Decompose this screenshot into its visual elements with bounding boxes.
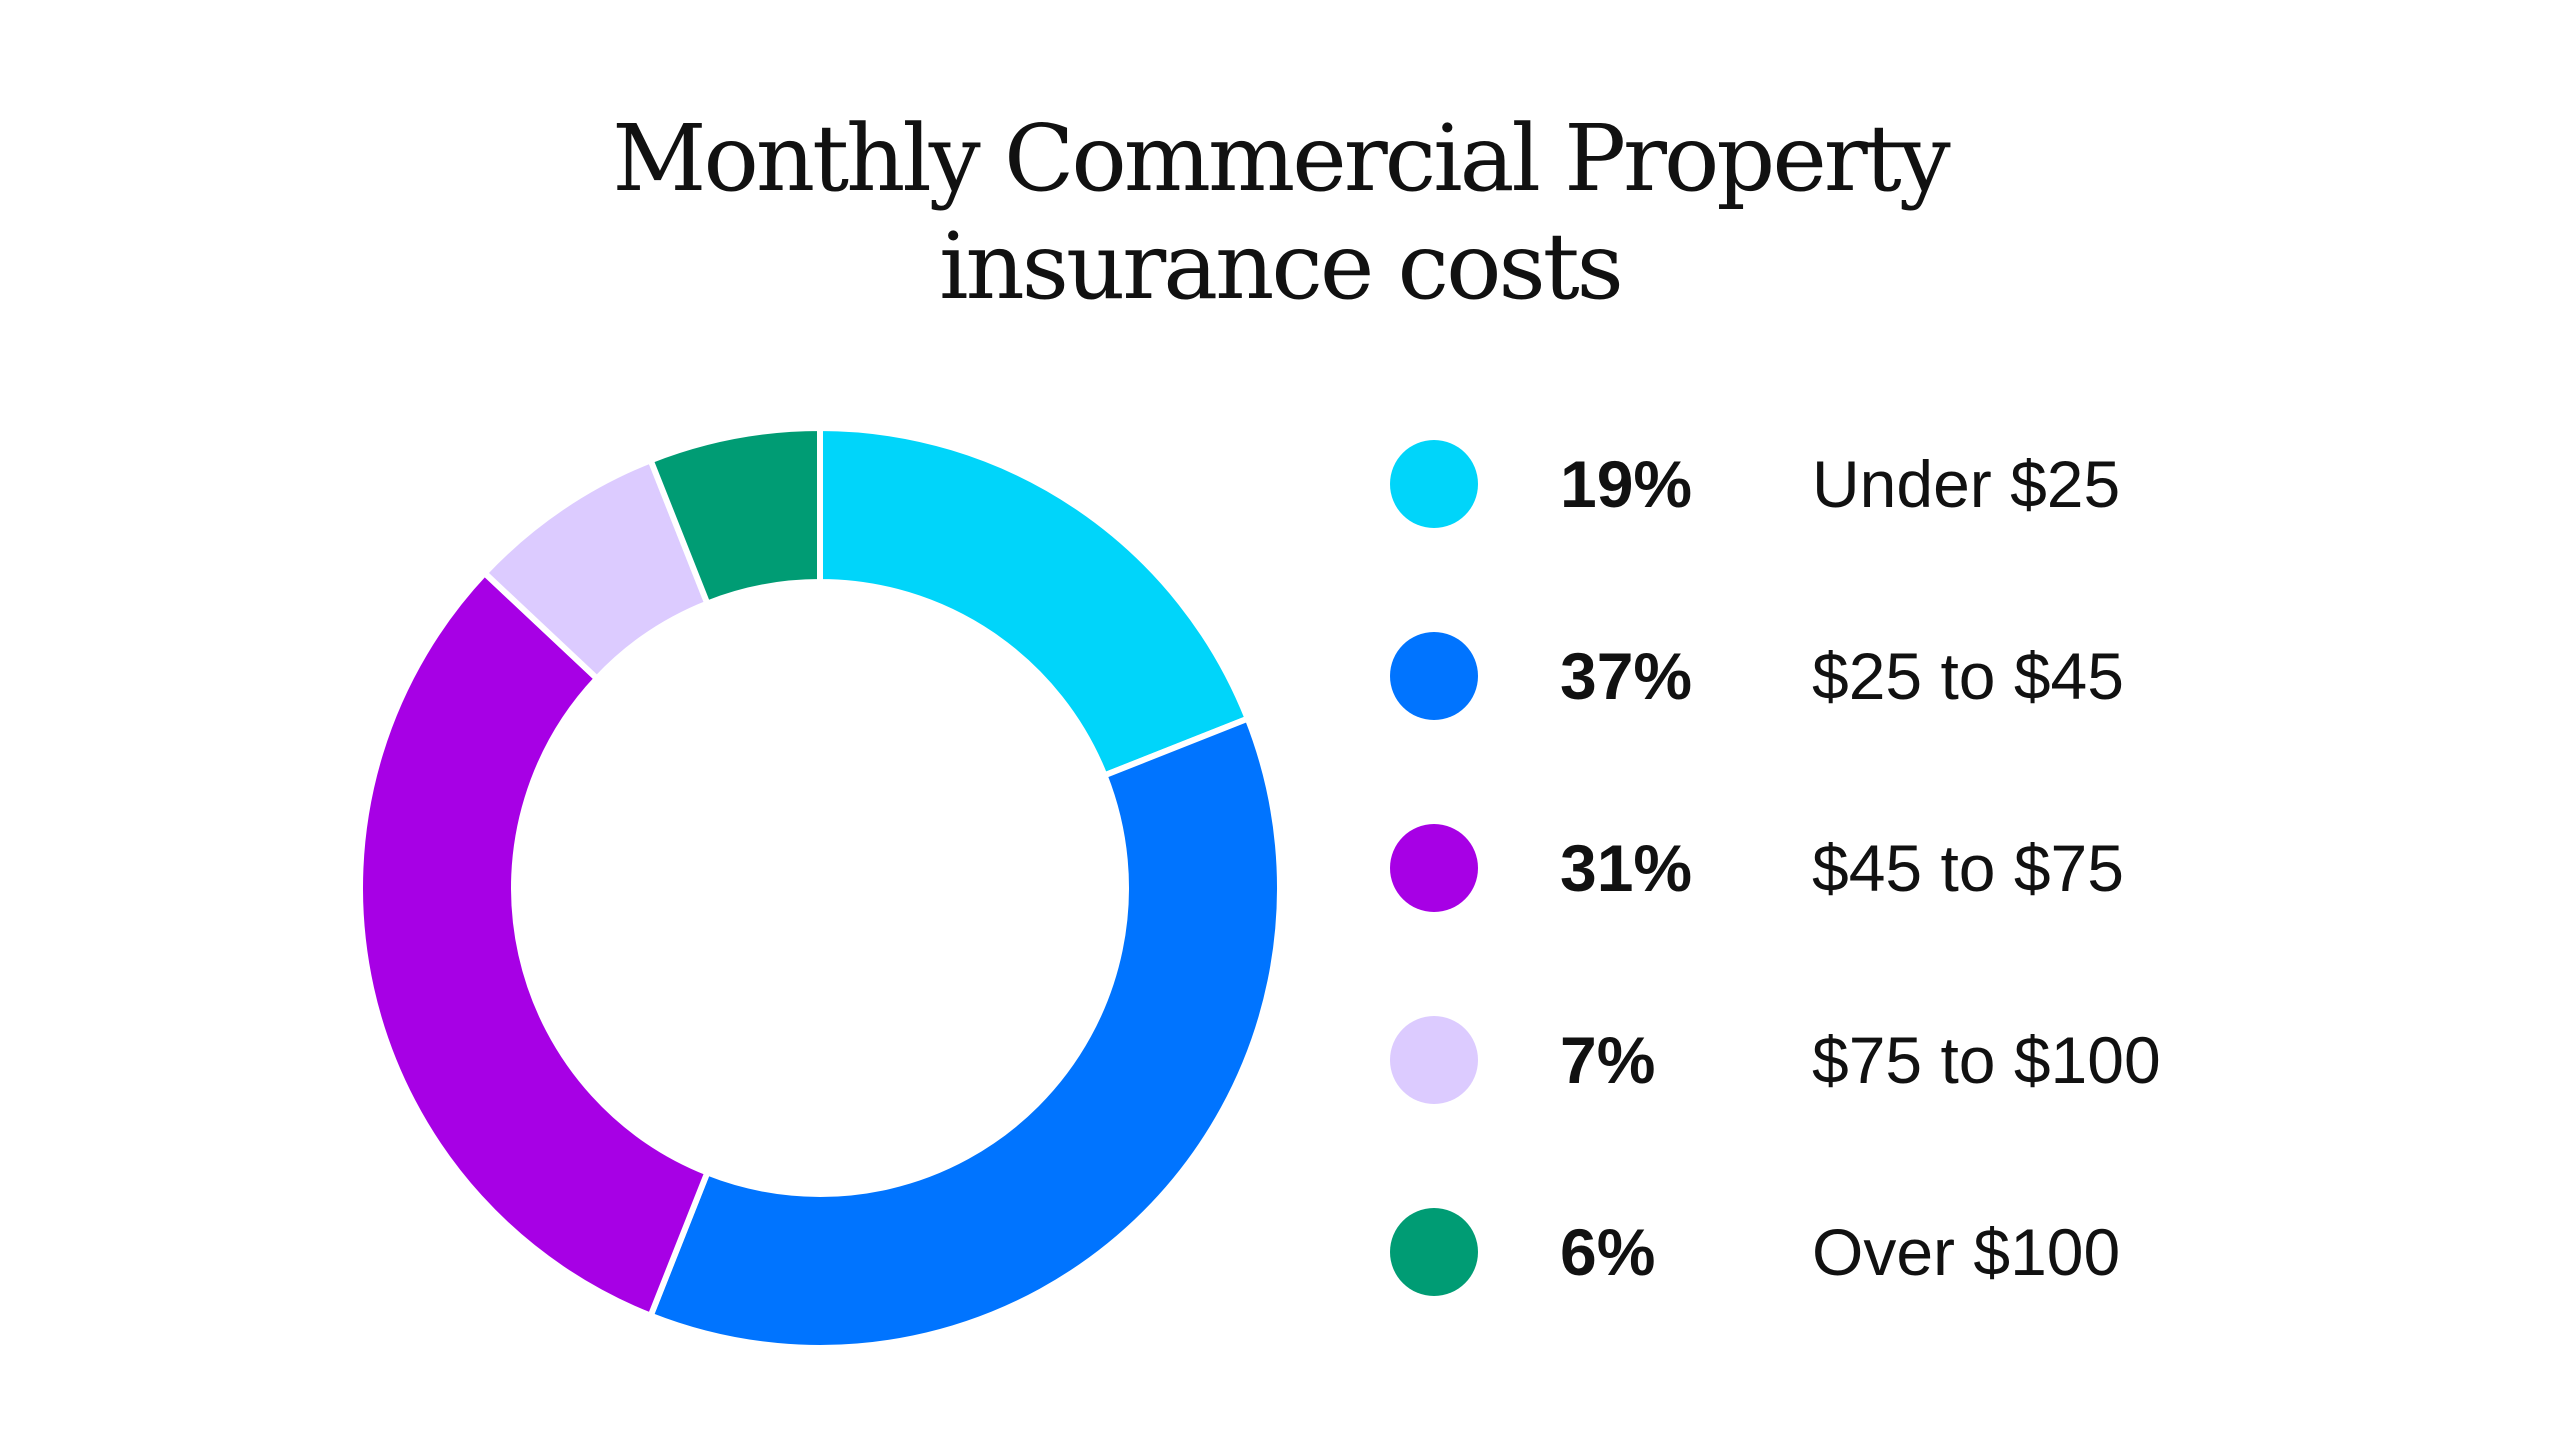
legend-label: $45 to $75 (1812, 831, 2124, 905)
legend-item-over-100: 6% Over $100 (1390, 1208, 2290, 1298)
donut-slice-4 (646, 424, 823, 608)
legend-swatch (1390, 1016, 1478, 1104)
legend-percent: 31% (1560, 831, 1693, 905)
donut-slice-1 (646, 714, 1283, 1351)
legend-item-25-to-45: 37% $25 to $45 (1390, 632, 2290, 722)
legend-swatch (1390, 440, 1478, 528)
legend-item-75-to-100: 7% $75 to $100 (1390, 1016, 2290, 1106)
legend-label: Under $25 (1812, 447, 2121, 521)
legend-swatch (1390, 1208, 1478, 1296)
legend-label: $75 to $100 (1812, 1023, 2161, 1097)
legend-label: $25 to $45 (1812, 639, 2124, 713)
legend-percent: 7% (1560, 1023, 1656, 1097)
legend-swatch (1390, 824, 1478, 912)
donut-slice-2 (357, 568, 712, 1320)
chart-title-line-1: Monthly Commercial Property (612, 105, 1950, 212)
chart-title-line-2: insurance costs (939, 213, 1624, 320)
legend: 19% Under $25 37% $25 to $45 31% $45 to … (1390, 440, 2290, 1340)
legend-percent: 37% (1560, 639, 1693, 713)
legend-label: Over $100 (1812, 1215, 2121, 1289)
chart-title: Monthly Commercial Property insurance co… (0, 105, 2560, 321)
legend-swatch (1390, 632, 1478, 720)
legend-percent: 6% (1560, 1215, 1656, 1289)
legend-percent: 19% (1560, 447, 1693, 521)
donut-chart (357, 424, 1283, 1351)
donut-slice-0 (817, 424, 1252, 780)
legend-item-under-25: 19% Under $25 (1390, 440, 2290, 530)
legend-item-45-to-75: 31% $45 to $75 (1390, 824, 2290, 914)
